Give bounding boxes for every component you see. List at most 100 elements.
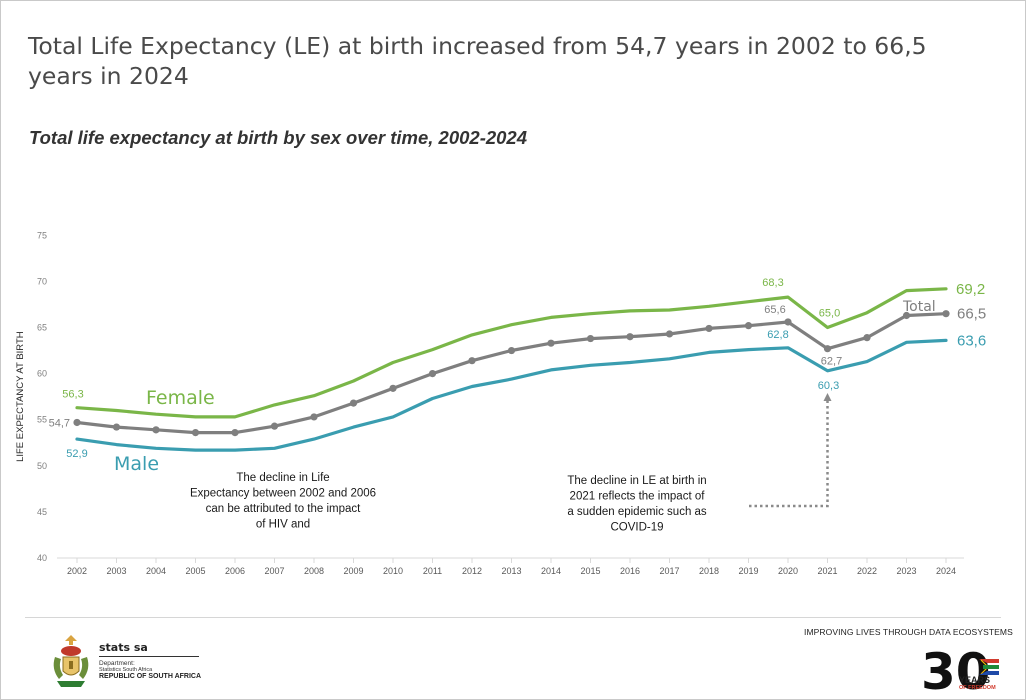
y-tick-label: 40 (37, 553, 47, 563)
x-tick-label: 2018 (699, 566, 719, 576)
annotation-covid: The decline in LE at birth in 2021 reflec… (567, 475, 707, 534)
dept-line-3: REPUBLIC OF SOUTH AFRICA (99, 673, 202, 680)
life-expectancy-chart: 40 45 50 55 60 65 70 75 2002 2003 2004 2005 2006 2007… (15, 230, 987, 576)
x-tick-label: 2016 (620, 566, 640, 576)
data-point-total (705, 324, 713, 333)
chart-series (73, 287, 950, 452)
x-tick-label: 2021 (817, 566, 837, 576)
brand-divider (99, 656, 199, 657)
data-point-total (152, 426, 160, 434)
data-label-male: 52,9 (66, 448, 87, 460)
data-point-total (389, 384, 397, 392)
x-tick-label: 2013 (501, 566, 521, 576)
page-headline: Total Life Expectancy (LE) at birth incr… (28, 32, 927, 90)
y-tick-label: 50 (37, 461, 47, 471)
series-line-total (75, 312, 948, 435)
x-tick-label: 2004 (146, 566, 166, 576)
x-tick-label: 2009 (343, 566, 363, 576)
data-point-total (428, 370, 437, 378)
data-point-total (665, 330, 674, 338)
footer-divider (25, 617, 1001, 618)
thirty-years-logo: 30 YEARS OF FREEDOM (921, 641, 1001, 696)
data-label-total: 62,7 (821, 356, 842, 368)
data-point-total (823, 345, 832, 353)
anniversary-word: YEARS (959, 675, 991, 685)
chart-subtitle: Total life expectancy at birth by sex ov… (29, 127, 528, 148)
data-label-female: 56,3 (62, 389, 83, 401)
annotation-covid-arrowhead (823, 393, 832, 401)
series-name-male: Male (114, 453, 159, 475)
data-label-total: 54,7 (49, 417, 70, 429)
stats-sa-logo: stats sa Department: Statistics South Af… (47, 631, 217, 691)
x-tick-label: 2012 (462, 566, 482, 576)
y-tick-label: 65 (37, 323, 47, 333)
x-tick-label: 2002 (67, 566, 87, 576)
y-tick-label: 60 (37, 369, 47, 379)
x-tick-label: 2015 (580, 566, 600, 576)
data-label-total: 65,6 (764, 304, 785, 316)
data-point-total (626, 333, 634, 341)
chart-data-labels: 56,3 68,3 65,0 69,2 54,7 65,6 62,7 66,5 52,9 62,8… (49, 277, 987, 475)
x-tick-label: 2024 (936, 566, 956, 576)
y-axis-label: LIFE EXPECTANCY AT BIRTH (15, 331, 26, 462)
series-line-female (75, 287, 948, 419)
annotation-hiv: The decline in Life Expectancy between 20… (190, 472, 376, 531)
data-point-total (507, 346, 516, 355)
data-point-total (863, 334, 871, 342)
x-tick-label: 2003 (106, 566, 126, 576)
data-point-total (349, 399, 358, 407)
data-point-total (942, 310, 950, 318)
y-tick-label: 45 (37, 507, 47, 517)
data-point-total (73, 418, 81, 427)
south-africa-flag-icon (979, 659, 999, 675)
series-name-total: Total (902, 299, 936, 315)
x-tick-label: 2011 (423, 566, 442, 576)
x-tick-label: 2008 (304, 566, 324, 576)
data-point-total (902, 311, 911, 320)
anniversary-number: 30 (921, 643, 991, 696)
data-label-female: 69,2 (956, 281, 985, 298)
data-point-total (231, 429, 239, 437)
annotation-covid-pointer (749, 398, 829, 508)
y-tick-label: 70 (37, 276, 47, 286)
data-point-total (310, 413, 318, 421)
data-point-total (586, 334, 595, 343)
footer-tagline: IMPROVING LIVES THROUGH DATA ECOSYSTEMS (804, 627, 1013, 637)
x-tick-label: 2007 (264, 566, 284, 576)
x-tick-label: 2019 (738, 566, 758, 576)
data-point-total (547, 339, 555, 347)
x-tick-label: 2017 (659, 566, 679, 576)
data-label-female: 68,3 (762, 277, 783, 289)
series-line-male (75, 338, 948, 452)
data-label-female: 65,0 (819, 308, 840, 320)
data-label-male: 63,6 (957, 332, 986, 349)
data-point-total (191, 429, 200, 437)
data-point-total (784, 318, 792, 326)
x-tick-label: 2006 (225, 566, 245, 576)
data-label-total: 66,5 (957, 306, 986, 323)
x-tick-label: 2022 (857, 566, 877, 576)
x-tick-label: 2014 (541, 566, 561, 576)
chart-axes: 40 45 50 55 60 65 70 75 2002 2003 2004 2005 2006 2007… (15, 230, 964, 576)
chart-annotations: The decline in Life Expectancy between 20… (190, 393, 832, 534)
anniversary-sub: OF FREEDOM (959, 685, 996, 691)
x-tick-label: 2010 (383, 566, 403, 576)
coat-of-arms-icon (53, 635, 89, 687)
x-tick-label: 2020 (778, 566, 798, 576)
series-name-female: Female (146, 387, 215, 409)
data-point-total (468, 357, 476, 365)
dept-line-1: Department: (99, 660, 135, 667)
data-point-total (744, 322, 753, 330)
data-point-total (112, 423, 121, 431)
x-tick-label: 2005 (185, 566, 205, 576)
y-tick-label: 55 (37, 415, 47, 425)
dept-line-2: Statistics South Africa (99, 667, 153, 673)
data-label-male: 62,8 (767, 329, 788, 341)
brand-name: stats sa (99, 641, 148, 654)
data-label-male: 60,3 (818, 380, 839, 392)
x-tick-label: 2023 (896, 566, 916, 576)
thirty-years-emblem: 30 (921, 643, 999, 696)
data-point-total (270, 422, 279, 430)
y-tick-label: 75 (37, 230, 47, 240)
